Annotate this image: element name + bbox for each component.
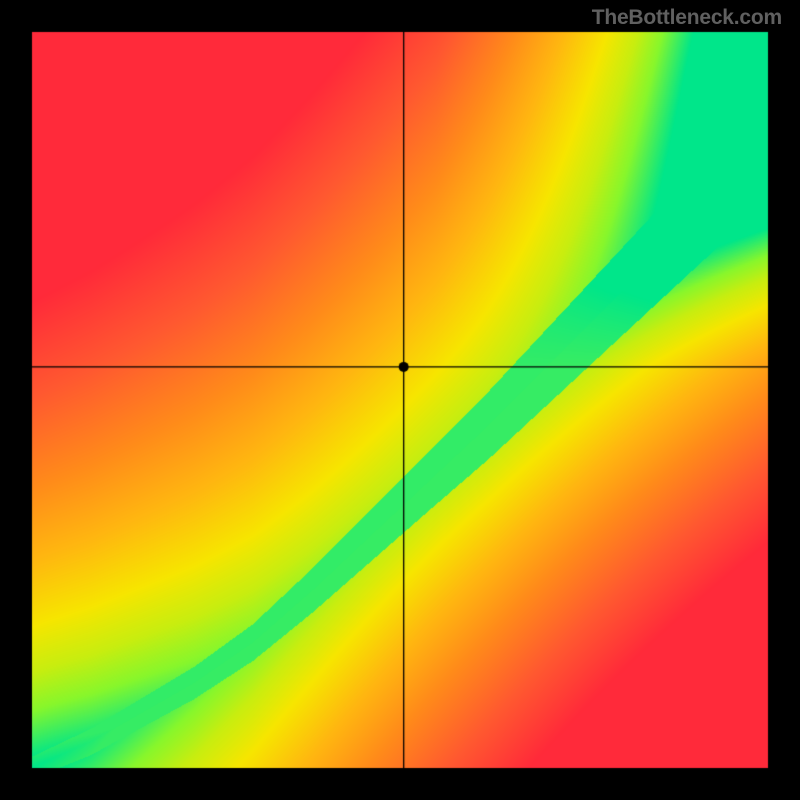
chart-container: TheBottleneck.com [0,0,800,800]
watermark-text: TheBottleneck.com [592,6,782,30]
bottleneck-heatmap [0,0,800,800]
